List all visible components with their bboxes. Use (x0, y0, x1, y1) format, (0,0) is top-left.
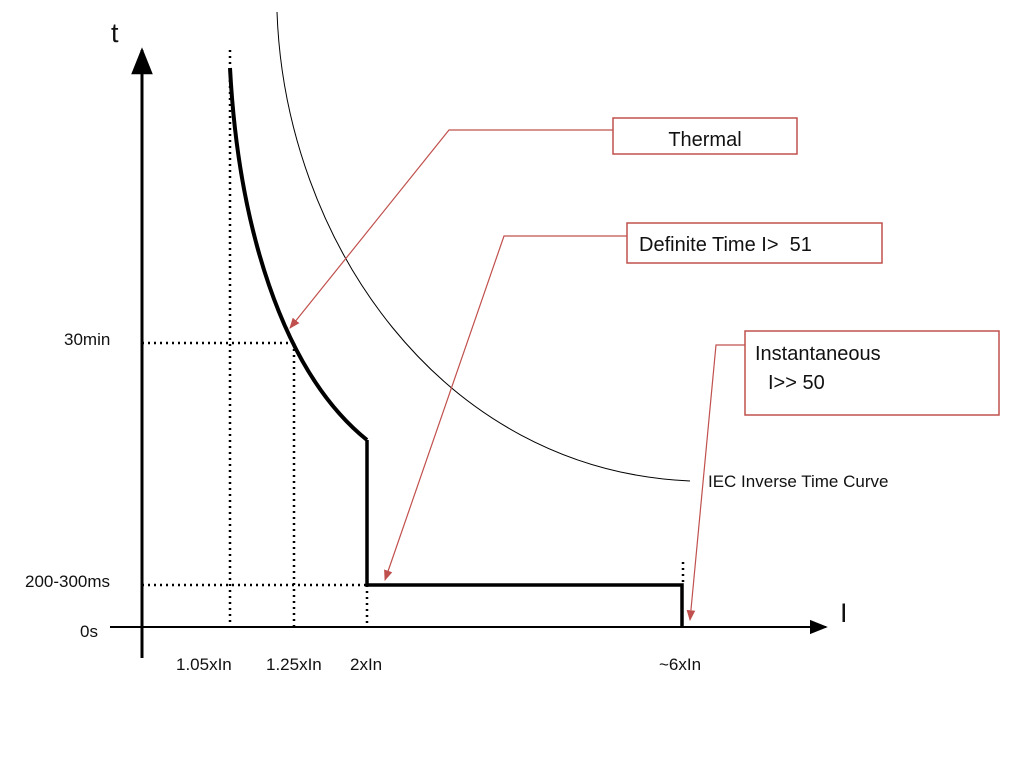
x-tick-2xin: 2xIn (350, 655, 382, 674)
x-tick-6xin: ~6xIn (659, 655, 701, 674)
instantaneous-callout-box (744, 330, 1000, 416)
thermal-callout-box (612, 117, 798, 155)
definite-time-callout-box (626, 222, 883, 264)
x-axis-letter: I (840, 598, 848, 628)
thermal-leader (289, 129, 613, 329)
guide-lines (142, 50, 685, 627)
instantaneous-leader (686, 344, 745, 622)
y-tick-200-300ms: 200-300ms (25, 572, 110, 591)
definite-time-leader (384, 235, 627, 582)
iec-inverse-curve (276, 11, 691, 482)
instantaneous-callout-line1: Instantaneous (755, 343, 881, 365)
thermal-curve (228, 67, 369, 442)
instantaneous-callout-line2: I>> 50 (768, 372, 825, 394)
definite-time-step (365, 440, 684, 627)
y-tick-0s: 0s (80, 622, 98, 641)
y-tick-30min: 30min (64, 330, 110, 349)
thermal-callout-text: Thermal (668, 129, 741, 151)
x-tick-1-25xin: 1.25xIn (266, 655, 322, 674)
definite-time-callout-text: Definite Time I> 51 (639, 234, 812, 256)
iec-curve-label: IEC Inverse Time Curve (708, 472, 888, 491)
x-tick-1-05xin: 1.05xIn (176, 655, 232, 674)
y-axis-letter: t (111, 18, 119, 48)
